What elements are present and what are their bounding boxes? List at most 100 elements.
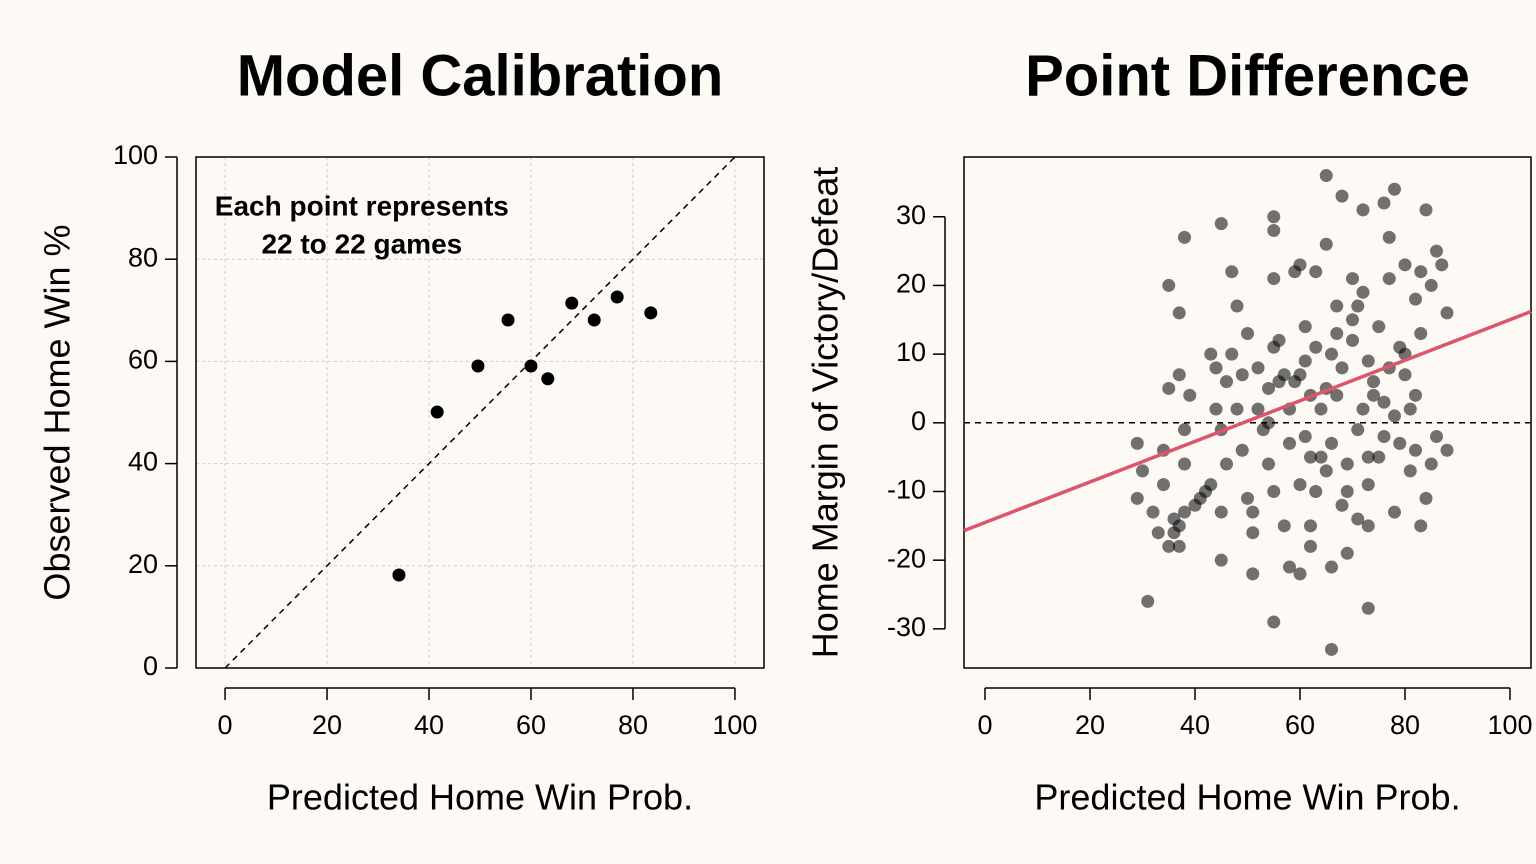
point [1230,299,1244,313]
point [1325,560,1338,574]
point [1157,478,1170,492]
point [1330,388,1344,402]
point [1262,381,1275,395]
point [1325,642,1338,656]
point [1335,498,1349,512]
point [1440,443,1454,457]
point [1230,402,1244,416]
point [1162,539,1176,553]
point [1346,272,1359,286]
point [1262,416,1275,430]
point [1351,299,1365,313]
point [587,313,601,327]
point [1267,210,1281,224]
x-tick-label: 20 [312,710,342,740]
point [1409,388,1422,402]
point [1414,265,1428,279]
x-tick-label: 80 [618,710,648,740]
y-tick-label: -10 [887,475,926,505]
point [1130,491,1144,505]
point [1298,430,1312,444]
point [1304,519,1317,533]
point [1351,423,1365,437]
point [1267,272,1281,286]
point [1377,395,1391,409]
x-tick-label: 100 [1487,710,1532,740]
point [1304,450,1317,464]
point [1136,464,1149,478]
point [1204,347,1218,361]
point [1267,484,1281,498]
y-tick-label: 30 [896,200,926,230]
point [1367,375,1380,389]
point [1204,478,1218,492]
point [1262,457,1275,471]
point [1293,258,1307,272]
y-tick-label: -30 [887,612,926,642]
point [1409,292,1422,306]
point [1309,484,1323,498]
x-tick-label: 40 [414,710,444,740]
chart-title: Point Difference [1025,43,1470,108]
x-tick-label: 0 [977,710,992,740]
point [1235,443,1249,457]
point [1314,450,1328,464]
point [1372,450,1386,464]
y-axis-label: Home Margin of Victory/Defeat [805,167,846,659]
y-tick-label: -20 [887,543,926,573]
point [1298,320,1312,334]
point [1277,368,1291,382]
point [1220,457,1233,471]
point [1340,546,1354,560]
point [1361,450,1375,464]
point [1225,347,1239,361]
point [1304,539,1317,553]
point [1377,196,1391,210]
point [1325,436,1338,450]
point [1430,430,1443,444]
point [1172,368,1186,382]
annotation: 22 to 22 games [261,228,462,259]
point [1351,512,1365,526]
point [1361,354,1375,368]
point [1409,443,1422,457]
chart-title: Model Calibration [237,43,724,108]
point [1214,553,1228,567]
point [1403,464,1417,478]
point [501,313,515,327]
point [1330,299,1344,313]
y-tick-label: 80 [128,242,158,272]
point [1298,354,1312,368]
y-axis-label: Observed Home Win % [37,224,78,600]
point [1330,327,1344,341]
point [1272,333,1286,347]
point [1225,265,1239,279]
point [1398,258,1412,272]
point [1388,505,1401,519]
point [1424,278,1438,292]
point [1346,333,1359,347]
point [1283,560,1296,574]
point [644,306,658,320]
point [1293,478,1307,492]
fit-line [963,309,1532,533]
x-axis-label: Predicted Home Win Prob. [267,777,693,818]
point [1235,368,1249,382]
x-axis-label: Predicted Home Win Prob. [1034,777,1460,818]
point [1367,388,1380,402]
x-tick-label: 60 [1285,710,1315,740]
point [1267,223,1281,237]
point [1246,505,1260,519]
point [1430,244,1443,258]
y-tick-label: 20 [896,269,926,299]
point [1162,381,1176,395]
point [1377,430,1391,444]
point [1172,519,1186,533]
point [1251,361,1265,375]
point [541,372,555,386]
point [1178,423,1191,437]
point [1319,237,1333,251]
point [1293,368,1307,382]
